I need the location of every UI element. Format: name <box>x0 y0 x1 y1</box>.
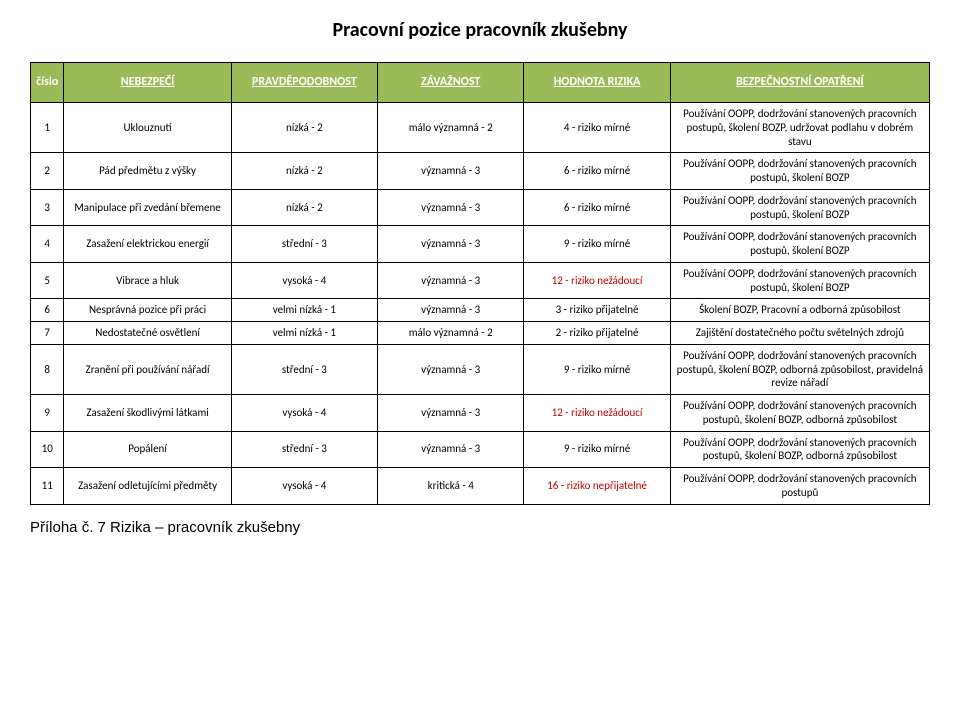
cell-num: 5 <box>31 262 64 299</box>
cell-hazard: Vibrace a hluk <box>64 262 231 299</box>
cell-severity: kritická - 4 <box>378 468 524 505</box>
cell-hazard: Manipulace při zvedání břemene <box>64 189 231 226</box>
table-row: 5Vibrace a hlukvysoká - 4významná - 312 … <box>31 262 930 299</box>
cell-num: 4 <box>31 226 64 263</box>
cell-num: 11 <box>31 468 64 505</box>
cell-num: 7 <box>31 322 64 345</box>
cell-severity: významná - 3 <box>378 153 524 190</box>
table-row: 7Nedostatečné osvětlenívelmi nízká - 1má… <box>31 322 930 345</box>
cell-severity: významná - 3 <box>378 431 524 468</box>
cell-probability: vysoká - 4 <box>231 468 377 505</box>
cell-probability: nízká - 2 <box>231 153 377 190</box>
cell-measure: Zajištění dostatečného počtu světelných … <box>670 322 929 345</box>
table-row: 1Uklouznutínízká - 2málo významná - 24 -… <box>31 103 930 153</box>
cell-risk: 12 - riziko nežádoucí <box>524 262 670 299</box>
cell-hazard: Zranění při používání nářadí <box>64 344 231 394</box>
cell-severity: významná - 3 <box>378 344 524 394</box>
cell-hazard: Uklouznutí <box>64 103 231 153</box>
cell-measure: Používání OOPP, dodržování stanovených p… <box>670 431 929 468</box>
cell-severity: významná - 3 <box>378 262 524 299</box>
table-row: 4Zasažení elektrickou energiístřední - 3… <box>31 226 930 263</box>
footer-text: Příloha č. 7 Rizika – pracovník zkušebny <box>30 519 930 536</box>
cell-risk: 4 - riziko mírné <box>524 103 670 153</box>
table-row: 11Zasažení odletujícími předmětyvysoká -… <box>31 468 930 505</box>
cell-probability: střední - 3 <box>231 431 377 468</box>
table-row: 2Pád předmětu z výškynízká - 2významná -… <box>31 153 930 190</box>
table-header-row: číslo NEBEZPEČÍ PRAVDĚPODOBNOST ZÁVAŽNOS… <box>31 63 930 103</box>
cell-severity: málo významná - 2 <box>378 322 524 345</box>
table-row: 6Nesprávná pozice při prácivelmi nízká -… <box>31 299 930 322</box>
col-header-severity: ZÁVAŽNOST <box>378 63 524 103</box>
cell-num: 1 <box>31 103 64 153</box>
cell-measure: Používání OOPP, dodržování stanovených p… <box>670 226 929 263</box>
cell-num: 6 <box>31 299 64 322</box>
cell-risk: 6 - riziko mírné <box>524 153 670 190</box>
cell-risk: 2 - riziko přijatelné <box>524 322 670 345</box>
cell-severity: málo významná - 2 <box>378 103 524 153</box>
cell-severity: významná - 3 <box>378 299 524 322</box>
cell-probability: velmi nízká - 1 <box>231 299 377 322</box>
cell-hazard: Nesprávná pozice při práci <box>64 299 231 322</box>
cell-hazard: Zasažení odletujícími předměty <box>64 468 231 505</box>
cell-measure: Používání OOPP, dodržování stanovených p… <box>670 344 929 394</box>
cell-num: 10 <box>31 431 64 468</box>
cell-measure: Používání OOPP, dodržování stanovených p… <box>670 153 929 190</box>
cell-num: 9 <box>31 395 64 432</box>
cell-risk: 9 - riziko mírné <box>524 344 670 394</box>
cell-measure: Školení BOZP, Pracovní a odborná způsobi… <box>670 299 929 322</box>
cell-num: 2 <box>31 153 64 190</box>
col-header-probability: PRAVDĚPODOBNOST <box>231 63 377 103</box>
col-header-hazard: NEBEZPEČÍ <box>64 63 231 103</box>
cell-hazard: Zasažení elektrickou energií <box>64 226 231 263</box>
cell-probability: velmi nízká - 1 <box>231 322 377 345</box>
col-header-risk: HODNOTA RIZIKA <box>524 63 670 103</box>
cell-probability: vysoká - 4 <box>231 262 377 299</box>
cell-measure: Používání OOPP, dodržování stanovených p… <box>670 468 929 505</box>
cell-risk: 9 - riziko mírné <box>524 226 670 263</box>
cell-severity: významná - 3 <box>378 226 524 263</box>
cell-risk: 12 - riziko nežádoucí <box>524 395 670 432</box>
table-body: 1Uklouznutínízká - 2málo významná - 24 -… <box>31 103 930 505</box>
table-row: 8Zranění při používání nářadístřední - 3… <box>31 344 930 394</box>
table-row: 9Zasažení škodlivými látkamivysoká - 4vý… <box>31 395 930 432</box>
table-row: 3Manipulace při zvedání břemenenízká - 2… <box>31 189 930 226</box>
cell-hazard: Zasažení škodlivými látkami <box>64 395 231 432</box>
cell-risk: 3 - riziko přijatelné <box>524 299 670 322</box>
risk-table: číslo NEBEZPEČÍ PRAVDĚPODOBNOST ZÁVAŽNOS… <box>30 62 930 505</box>
page-title: Pracovní pozice pracovník zkušebny <box>30 18 930 42</box>
cell-hazard: Popálení <box>64 431 231 468</box>
cell-measure: Používání OOPP, dodržování stanovených p… <box>670 103 929 153</box>
cell-measure: Používání OOPP, dodržování stanovených p… <box>670 262 929 299</box>
table-row: 10Popálenístřední - 3významná - 39 - riz… <box>31 431 930 468</box>
cell-risk: 6 - riziko mírné <box>524 189 670 226</box>
cell-probability: střední - 3 <box>231 344 377 394</box>
col-header-measure: BEZPEČNOSTNÍ OPATŘENÍ <box>670 63 929 103</box>
cell-measure: Používání OOPP, dodržování stanovených p… <box>670 189 929 226</box>
cell-probability: vysoká - 4 <box>231 395 377 432</box>
cell-probability: nízká - 2 <box>231 103 377 153</box>
page: Pracovní pozice pracovník zkušebny číslo… <box>0 0 960 546</box>
cell-num: 8 <box>31 344 64 394</box>
cell-measure: Používání OOPP, dodržování stanovených p… <box>670 395 929 432</box>
cell-hazard: Nedostatečné osvětlení <box>64 322 231 345</box>
cell-hazard: Pád předmětu z výšky <box>64 153 231 190</box>
col-header-num: číslo <box>31 63 64 103</box>
cell-severity: významná - 3 <box>378 189 524 226</box>
cell-probability: střední - 3 <box>231 226 377 263</box>
cell-probability: nízká - 2 <box>231 189 377 226</box>
cell-risk: 16 - riziko nepřijatelné <box>524 468 670 505</box>
cell-severity: významná - 3 <box>378 395 524 432</box>
cell-risk: 9 - riziko mírné <box>524 431 670 468</box>
cell-num: 3 <box>31 189 64 226</box>
